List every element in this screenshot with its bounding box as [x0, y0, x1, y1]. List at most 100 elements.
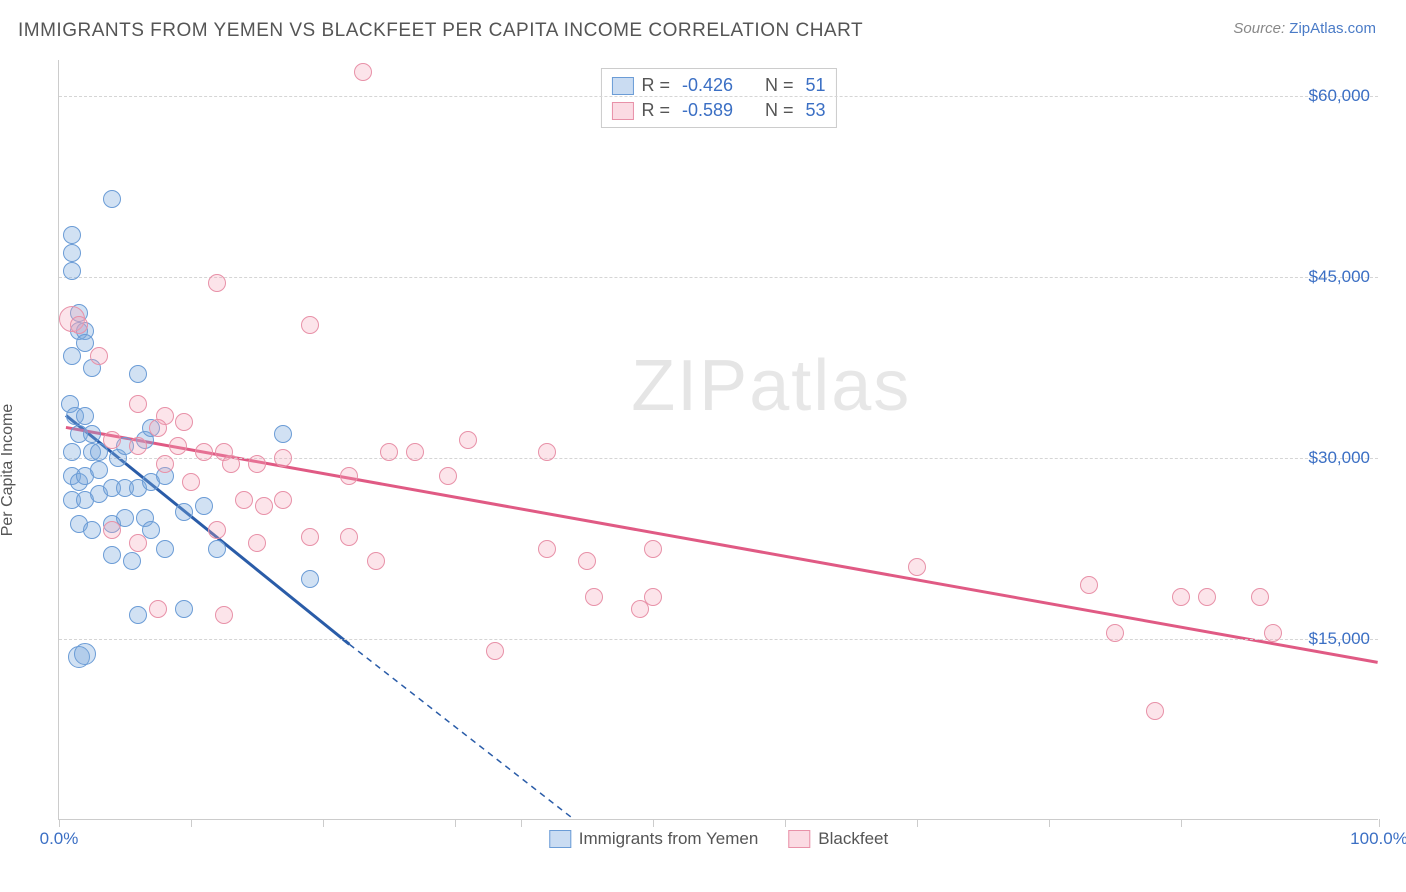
data-point: [644, 540, 662, 558]
x-tick: [917, 819, 918, 827]
legend-label: Blackfeet: [818, 829, 888, 849]
data-point: [301, 528, 319, 546]
data-point: [103, 431, 121, 449]
x-tick: [323, 819, 324, 827]
data-point: [380, 443, 398, 461]
x-tick-label: 0.0%: [40, 829, 79, 849]
data-point: [175, 503, 193, 521]
data-point: [406, 443, 424, 461]
data-point: [63, 226, 81, 244]
y-tick-label: $45,000: [1309, 267, 1370, 287]
watermark-thin: atlas: [749, 346, 911, 426]
data-point: [182, 473, 200, 491]
legend-correlation: R = -0.426 N = 51R = -0.589 N = 53: [600, 68, 836, 128]
x-tick: [59, 819, 60, 827]
watermark: ZIPatlas: [631, 345, 911, 427]
legend-n-value: 53: [806, 100, 826, 121]
data-point: [63, 443, 81, 461]
data-point: [129, 365, 147, 383]
legend-n-label: N =: [765, 75, 794, 96]
legend-r-value: -0.426: [682, 75, 733, 96]
data-point: [248, 534, 266, 552]
data-point: [169, 437, 187, 455]
source-link[interactable]: ZipAtlas.com: [1289, 20, 1376, 37]
data-point: [208, 274, 226, 292]
data-point: [1106, 624, 1124, 642]
data-point: [439, 467, 457, 485]
data-point: [248, 455, 266, 473]
x-tick-label: 100.0%: [1350, 829, 1406, 849]
gridline: [59, 277, 1378, 278]
data-point: [90, 347, 108, 365]
data-point: [1264, 624, 1282, 642]
data-point: [585, 588, 603, 606]
legend-label: Immigrants from Yemen: [579, 829, 759, 849]
data-point: [459, 431, 477, 449]
watermark-bold: ZIP: [631, 346, 749, 426]
x-tick: [521, 819, 522, 827]
data-point: [129, 534, 147, 552]
data-point: [208, 540, 226, 558]
y-tick-label: $15,000: [1309, 629, 1370, 649]
data-point: [1198, 588, 1216, 606]
chart-container: Per Capita Income ZIPatlas R =-0.426N =5…: [18, 60, 1388, 880]
data-point: [274, 491, 292, 509]
y-axis-title: Per Capita Income: [0, 404, 17, 537]
data-point: [301, 316, 319, 334]
data-point: [908, 558, 926, 576]
x-tick: [1181, 819, 1182, 827]
data-point: [149, 419, 167, 437]
legend-n-value: 51: [806, 75, 826, 96]
data-point: [195, 497, 213, 515]
data-point: [74, 643, 96, 665]
data-point: [538, 443, 556, 461]
data-point: [195, 443, 213, 461]
legend-swatch: [788, 830, 810, 848]
x-tick: [1049, 819, 1050, 827]
data-point: [222, 455, 240, 473]
legend-swatch: [611, 102, 633, 120]
data-point: [103, 190, 121, 208]
gridline: [59, 639, 1378, 640]
data-point: [175, 600, 193, 618]
data-point: [486, 642, 504, 660]
data-point: [631, 600, 649, 618]
data-point: [90, 461, 108, 479]
x-tick: [191, 819, 192, 827]
data-point: [123, 552, 141, 570]
source-prefix: Source:: [1233, 20, 1289, 37]
data-point: [156, 455, 174, 473]
header: IMMIGRANTS FROM YEMEN VS BLACKFEET PER C…: [0, 0, 1406, 52]
data-point: [129, 606, 147, 624]
legend-r-label: R =: [641, 75, 670, 96]
data-point: [1146, 702, 1164, 720]
legend-r-value: -0.589: [682, 100, 733, 121]
data-point: [129, 395, 147, 413]
data-point: [274, 449, 292, 467]
data-point: [1172, 588, 1190, 606]
data-point: [129, 437, 147, 455]
data-point: [215, 606, 233, 624]
data-point: [235, 491, 253, 509]
data-point: [63, 244, 81, 262]
y-tick-label: $30,000: [1309, 448, 1370, 468]
x-tick: [653, 819, 654, 827]
data-point: [149, 600, 167, 618]
data-point: [301, 570, 319, 588]
data-point: [208, 521, 226, 539]
x-tick: [785, 819, 786, 827]
legend-r-label: R =: [641, 100, 670, 121]
data-point: [340, 467, 358, 485]
data-point: [367, 552, 385, 570]
source-attribution: Source: ZipAtlas.com: [1233, 20, 1376, 37]
data-point: [340, 528, 358, 546]
gridline: [59, 96, 1378, 97]
data-point: [538, 540, 556, 558]
chart-title: IMMIGRANTS FROM YEMEN VS BLACKFEET PER C…: [18, 20, 863, 42]
plot-area: ZIPatlas R =-0.426N =51R =-0.589N =53 Im…: [58, 60, 1378, 820]
legend-row: R = -0.426 N = 51: [611, 73, 825, 98]
data-point: [175, 413, 193, 431]
x-tick: [455, 819, 456, 827]
y-tick-label: $60,000: [1309, 86, 1370, 106]
data-point: [103, 521, 121, 539]
